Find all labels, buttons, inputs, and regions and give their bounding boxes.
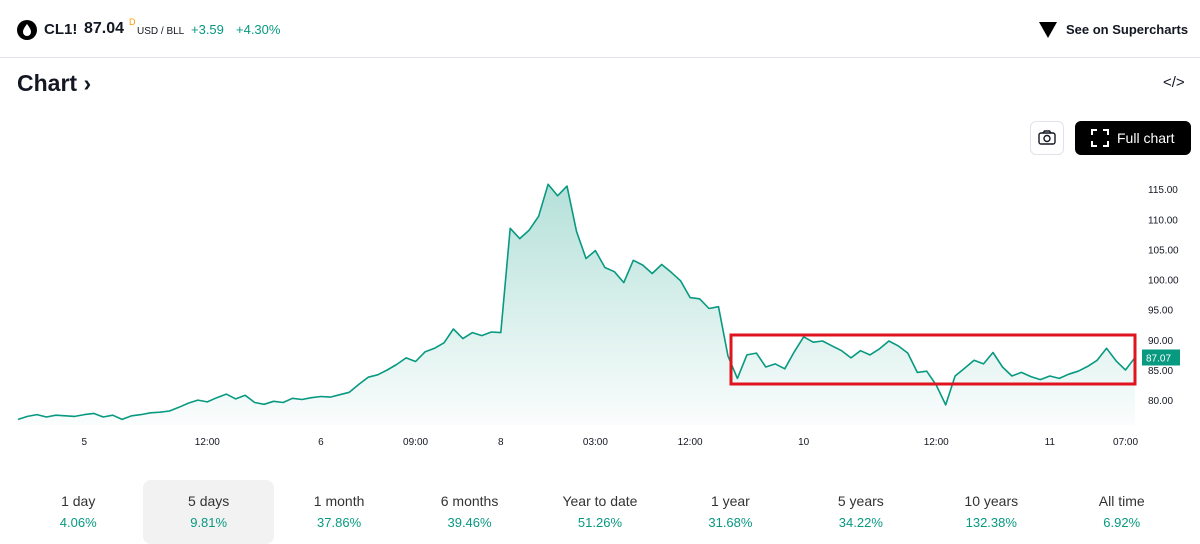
period-tab[interactable]: Year to date 51.26% (535, 480, 665, 544)
symbol-icon (17, 20, 37, 40)
divider (0, 57, 1200, 58)
y-tick-label: 115.00 (1148, 185, 1178, 196)
y-tick-label: 80.00 (1148, 396, 1173, 407)
period-tabs: 1 day 4.06% 5 days 9.81% 1 month 37.86% 6 mont… (13, 480, 1187, 544)
tab-label: 6 months (440, 493, 499, 509)
camera-icon (1038, 130, 1056, 145)
tab-value: 37.86% (317, 515, 362, 530)
supercharts-icon (1039, 22, 1057, 38)
y-tick-label: 85.00 (1148, 366, 1173, 377)
tab-label: 1 year (710, 493, 750, 509)
period-tab[interactable]: 1 day 4.06% (13, 480, 143, 544)
tab-value: 39.46% (447, 515, 492, 530)
period-tab[interactable]: 5 days 9.81% (143, 480, 274, 544)
tab-value: 51.26% (577, 515, 623, 530)
tab-label: 10 years (964, 493, 1019, 509)
symbol: CL1! (44, 21, 78, 38)
x-tick-label: 10 (798, 437, 810, 448)
y-tick-label: 100.00 (1148, 276, 1179, 287)
tab-label: Year to date (562, 493, 638, 509)
period-tab[interactable]: 10 years 132.38% (926, 480, 1056, 544)
x-tick-label: 09:00 (403, 437, 428, 448)
y-tick-label: 110.00 (1148, 215, 1178, 226)
section-title[interactable]: Chart › (17, 70, 92, 96)
highlight-box (729, 333, 1137, 386)
last-price-label: 87.07 (1146, 353, 1171, 364)
x-tick-label: 11 (1045, 437, 1056, 448)
y-tick-label: 105.00 (1148, 245, 1179, 256)
y-tick-label: 95.00 (1148, 306, 1173, 317)
period-tab[interactable]: 5 years 34.22% (796, 480, 926, 544)
unit: USD / BLL (137, 26, 185, 37)
area-fill (18, 184, 1135, 425)
period-tab[interactable]: 1 year 31.68% (665, 480, 795, 544)
full-chart-label: Full chart (1117, 130, 1175, 146)
tab-label: 5 years (837, 493, 884, 509)
tab-value: 31.68% (708, 515, 753, 530)
x-tick-label: 6 (318, 437, 324, 448)
x-tick-label: 12:00 (195, 437, 220, 448)
embed-icon[interactable]: </> (1163, 74, 1185, 91)
tab-value: 9.81% (190, 515, 228, 530)
tab-label: 1 day (61, 493, 96, 509)
x-tick-label: 12:00 (678, 437, 703, 448)
price-flag: D (129, 17, 136, 27)
x-tick-label: 8 (498, 437, 504, 448)
tab-label: 1 month (313, 493, 365, 509)
y-tick-label: 90.00 (1148, 336, 1173, 347)
tab-value: 4.06% (59, 515, 97, 530)
tab-label: All time (1098, 493, 1145, 509)
tab-value: 34.22% (838, 515, 883, 530)
x-tick-label: 03:00 (583, 437, 608, 448)
tab-value: 132.38% (965, 515, 1017, 530)
supercharts-link[interactable]: See on Supercharts (1066, 22, 1189, 37)
x-tick-label: 07:00 (1113, 437, 1138, 448)
period-tab[interactable]: 1 month 37.86% (274, 480, 404, 544)
tab-label: 5 days (188, 493, 230, 509)
fullscreen-icon (1091, 129, 1109, 147)
change: +3.59 (191, 22, 224, 37)
section-title-text: Chart (17, 70, 78, 96)
x-tick-label: 5 (81, 437, 87, 448)
chart: 80.00 85.00 90.00 95.00 100.00 105.00 110.00 11… (17, 183, 1180, 448)
full-chart-button[interactable]: Full chart (1075, 121, 1191, 155)
period-tab[interactable]: 6 months 39.46% (404, 480, 534, 544)
period-tab[interactable]: All time 6.92% (1057, 480, 1187, 544)
price-line (17, 183, 1136, 421)
last-price-tag (1142, 349, 1180, 366)
tab-value: 6.92% (1103, 515, 1141, 530)
snapshot-button[interactable] (1030, 121, 1064, 155)
price: 87.04 (84, 20, 125, 37)
change-pct: +4.30% (236, 22, 281, 37)
x-tick-label: 12:00 (924, 437, 949, 448)
